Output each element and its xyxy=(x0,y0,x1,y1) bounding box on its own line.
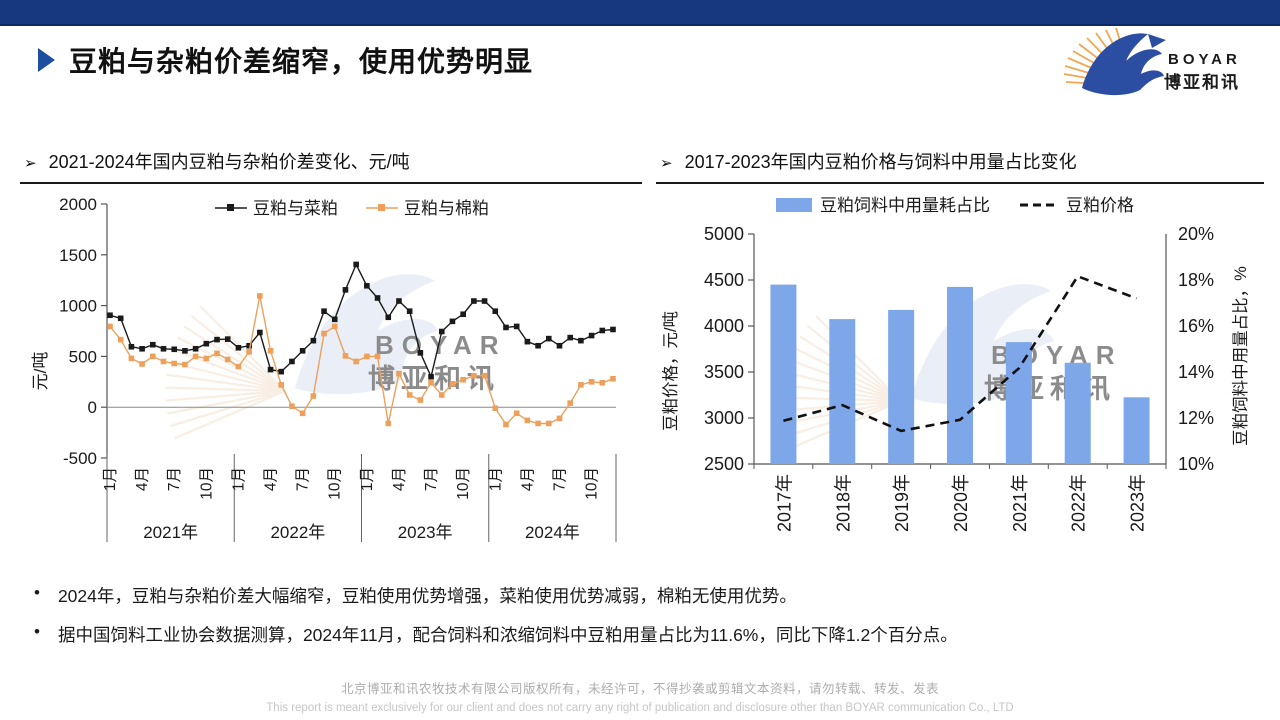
heading-arrow-icon: ➢ xyxy=(660,155,673,172)
svg-text:1月: 1月 xyxy=(102,467,119,491)
svg-text:12%: 12% xyxy=(1178,408,1214,428)
heading-arrow-icon: ➢ xyxy=(24,155,37,172)
svg-text:1月: 1月 xyxy=(487,467,504,491)
svg-text:豆粕饲料中用量占比，%: 豆粕饲料中用量占比，% xyxy=(1231,266,1250,446)
svg-text:2000: 2000 xyxy=(59,195,97,214)
logo-bird-icon xyxy=(1082,33,1166,96)
svg-text:元/吨: 元/吨 xyxy=(31,352,50,391)
svg-text:7月: 7月 xyxy=(551,467,568,491)
svg-text:1000: 1000 xyxy=(59,297,97,316)
svg-text:7月: 7月 xyxy=(295,467,312,491)
footer-copyright-en: This report is meant exclusively for our… xyxy=(266,702,1014,714)
svg-text:10月: 10月 xyxy=(198,467,215,500)
svg-text:豆粕与菜粕: 豆粕与菜粕 xyxy=(253,199,338,218)
svg-text:3500: 3500 xyxy=(704,362,744,382)
svg-text:2018年: 2018年 xyxy=(833,474,853,532)
svg-text:2024年: 2024年 xyxy=(525,523,580,542)
svg-text:2019年: 2019年 xyxy=(892,474,912,532)
svg-text:500: 500 xyxy=(69,347,97,366)
bullet-text: 2024年，豆粕与杂粕价差大幅缩窄，豆粕使用优势增强，菜粕使用优势减弱，棉粕无使… xyxy=(57,586,797,606)
svg-text:2022年: 2022年 xyxy=(270,523,325,542)
svg-text:2020年: 2020年 xyxy=(951,474,971,532)
top-accent-bar xyxy=(0,0,1280,26)
svg-text:4500: 4500 xyxy=(704,270,744,290)
svg-text:1月: 1月 xyxy=(230,467,247,491)
svg-text:2022年: 2022年 xyxy=(1069,474,1089,532)
right-chart-heading: ➢ 2017-2023年国内豆粕价格与饲料中用量占比变化 xyxy=(656,148,1264,184)
svg-text:10月: 10月 xyxy=(327,467,344,500)
svg-text:20%: 20% xyxy=(1178,224,1214,244)
svg-text:1月: 1月 xyxy=(359,467,376,491)
left-chart-heading: ➢ 2021-2024年国内豆粕与杂粕价差变化、元/吨 xyxy=(20,148,642,184)
price-usage-panel: ➢ 2017-2023年国内豆粕价格与饲料中用量占比变化 BOYAR 博亚和讯 50… xyxy=(656,148,1264,591)
svg-text:18%: 18% xyxy=(1178,270,1214,290)
svg-text:10月: 10月 xyxy=(455,467,472,500)
svg-text:3000: 3000 xyxy=(704,408,744,428)
right-chart-title: 2017-2023年国内豆粕价格与饲料中用量占比变化 xyxy=(684,152,1077,172)
svg-text:4000: 4000 xyxy=(704,316,744,336)
page-title: 豆粕与杂粕价差缩窄，使用优势明显 xyxy=(69,46,534,77)
svg-text:博亚和讯: 博亚和讯 xyxy=(984,373,1116,404)
svg-text:10月: 10月 xyxy=(584,467,601,500)
footer-copyright-cn: 北京博亚和讯农牧技术有限公司版权所有，未经许可，不得抄袭或剪辑文本资料，请勿转载… xyxy=(340,682,939,696)
svg-text:4月: 4月 xyxy=(391,467,408,491)
svg-text:1500: 1500 xyxy=(59,246,97,265)
logo-brand-text: BOYAR xyxy=(1168,51,1238,68)
svg-text:豆粕饲料中用量耗占比: 豆粕饲料中用量耗占比 xyxy=(820,196,990,215)
boyar-logo: BOYAR 博亚和讯 xyxy=(1063,27,1238,96)
svg-text:博亚和讯: 博亚和讯 xyxy=(368,363,500,394)
svg-text:豆粕与棉粕: 豆粕与棉粕 xyxy=(404,199,489,218)
svg-text:7月: 7月 xyxy=(166,467,183,491)
bullet-marker: • xyxy=(34,622,40,641)
svg-text:2017年: 2017年 xyxy=(774,474,794,532)
svg-text:2023年: 2023年 xyxy=(1128,474,1148,532)
price-spread-panel: ➢ 2021-2024年国内豆粕与杂粕价差变化、元/吨 BOYAR 博亚和讯 200… xyxy=(20,148,642,591)
svg-text:豆粕价格: 豆粕价格 xyxy=(1066,196,1134,215)
svg-text:0: 0 xyxy=(88,398,97,417)
summary-bullets: • 2024年，豆粕与杂粕价差大幅缩窄，豆粕使用优势增强，菜粕使用优势减弱，棉粕… xyxy=(30,583,1255,661)
left-chart-title: 2021-2024年国内豆粕与杂粕价差变化、元/吨 xyxy=(48,152,410,172)
logo-brand-cn-text: 博亚和讯 xyxy=(1164,72,1238,92)
title-arrow-icon xyxy=(38,48,55,72)
svg-text:4月: 4月 xyxy=(134,467,151,491)
bullet-marker: • xyxy=(34,583,40,602)
svg-text:豆粕价格，元/吨: 豆粕价格，元/吨 xyxy=(661,311,680,431)
svg-text:2023年: 2023年 xyxy=(398,523,453,542)
svg-text:4月: 4月 xyxy=(519,467,536,491)
svg-text:14%: 14% xyxy=(1178,362,1214,382)
svg-text:16%: 16% xyxy=(1178,316,1214,336)
bullet-text: 据中国饲料工业协会数据测算，2024年11月，配合饲料和浓缩饲料中豆粕用量占比为… xyxy=(57,625,958,645)
price-usage-combo-chart: BOYAR博亚和讯50004500400035003000250020%18%1… xyxy=(661,196,1250,532)
svg-text:7月: 7月 xyxy=(423,467,440,491)
slide-header: 豆粕与杂粕价差缩窄，使用优势明显 xyxy=(38,40,533,80)
svg-text:-500: -500 xyxy=(63,449,97,468)
svg-text:2021年: 2021年 xyxy=(1010,474,1030,532)
svg-text:10%: 10% xyxy=(1178,454,1214,474)
footer: 北京博亚和讯农牧技术有限公司版权所有，未经许可，不得抄袭或剪辑文本资料，请勿转载… xyxy=(0,678,1280,714)
svg-text:5000: 5000 xyxy=(704,224,744,244)
svg-text:2500: 2500 xyxy=(704,454,744,474)
svg-text:4月: 4月 xyxy=(263,467,280,491)
svg-text:2021年: 2021年 xyxy=(143,523,198,542)
bullet-item: • 据中国饲料工业协会数据测算，2024年11月，配合饲料和浓缩饲料中豆粕用量占… xyxy=(30,622,1255,647)
bullet-item: • 2024年，豆粕与杂粕价差大幅缩窄，豆粕使用优势增强，菜粕使用优势减弱，棉粕… xyxy=(30,583,1255,608)
